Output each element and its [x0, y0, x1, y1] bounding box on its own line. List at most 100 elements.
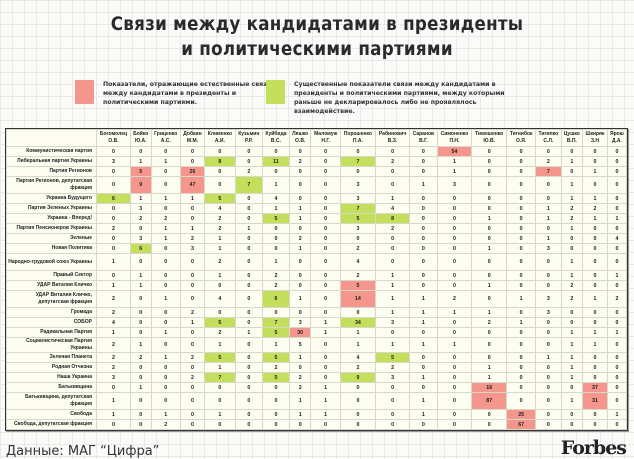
- column-surname: Порошенко: [343, 131, 373, 137]
- value-cell: 7: [234, 176, 263, 194]
- value-cell: 0: [179, 146, 206, 157]
- table-row: Зеленая Планета 2 2 1 2 5 0 5 1 0 4 5 0 0 0 0 1 1 0 0: [6, 352, 628, 363]
- value-cell: 0: [261, 409, 290, 420]
- column-initials: А.С.: [160, 138, 171, 144]
- value-cell: 3: [374, 372, 411, 383]
- value-cell: 0: [535, 193, 562, 204]
- value-cell: 3: [179, 243, 206, 254]
- value-cell: 0: [582, 253, 608, 271]
- table-row: Родная Отчизна 2 0 0 0 1 0 2 0 0 2 2 0 0 1 0 0 1 0 0: [6, 362, 628, 373]
- value-cell: 2: [471, 317, 508, 328]
- value-cell: 1: [560, 270, 584, 281]
- value-cell: 1: [288, 213, 312, 224]
- value-cell: 14: [339, 290, 376, 308]
- value-cell: 0: [471, 352, 508, 363]
- value-cell: 0: [150, 317, 181, 328]
- value-cell: 0: [339, 419, 376, 430]
- party-label: Зеленые: [6, 233, 97, 244]
- value-cell: 1: [535, 203, 562, 214]
- value-cell: 0: [234, 372, 263, 383]
- value-cell: 0: [506, 362, 537, 373]
- value-cell: 0: [150, 382, 181, 393]
- value-cell: 1: [96, 392, 131, 410]
- value-cell: 1: [339, 327, 376, 338]
- column-surname: Шкиряк: [585, 131, 605, 137]
- corner-cell: [6, 129, 97, 147]
- value-cell: 0: [606, 317, 628, 328]
- column-surname: Бойко: [133, 131, 149, 137]
- value-cell: 0: [506, 392, 537, 410]
- value-cell: 1: [150, 156, 181, 167]
- value-cell: 0: [261, 146, 290, 157]
- value-cell: 3: [374, 317, 411, 328]
- value-cell: 5: [204, 352, 236, 363]
- value-cell: 1: [129, 193, 152, 204]
- column-header: Гриценко А.С.: [150, 129, 181, 147]
- column-header: Шкиряк З.Н: [582, 129, 608, 147]
- party-label: Партия Зеленых Украины: [6, 203, 97, 214]
- value-cell: 0: [310, 176, 341, 194]
- value-cell: 2: [204, 213, 236, 224]
- value-cell: 0: [409, 327, 438, 338]
- value-cell: 0: [409, 419, 438, 430]
- table-row: Свобода 1 0 1 0 1 0 0 1 1 0 0 1 0 0 25 0 0 0 1: [6, 409, 628, 420]
- value-cell: 0: [606, 193, 628, 204]
- value-cell: 1: [374, 193, 411, 204]
- value-cell: 0: [96, 176, 131, 194]
- value-cell: 0: [436, 213, 473, 224]
- column-header: Симоненко П.Н.: [436, 129, 473, 147]
- column-initials: Д.А.: [611, 138, 622, 144]
- value-cell: 0: [179, 337, 206, 353]
- value-cell: 5: [261, 352, 290, 363]
- value-cell: 1: [288, 352, 312, 363]
- value-cell: 1: [582, 166, 608, 177]
- value-cell: 0: [310, 372, 341, 383]
- value-cell: 1: [560, 337, 584, 353]
- value-cell: 1: [179, 317, 206, 328]
- value-cell: 0: [506, 243, 537, 254]
- value-cell: 0: [535, 409, 562, 420]
- value-cell: 3: [535, 307, 562, 318]
- value-cell: 2: [436, 290, 473, 308]
- value-cell: 1: [471, 307, 508, 318]
- value-cell: 11: [261, 156, 290, 167]
- value-cell: 0: [506, 213, 537, 224]
- value-cell: 2: [204, 327, 236, 338]
- value-cell: 5: [288, 337, 312, 353]
- value-cell: 0: [535, 223, 562, 234]
- value-cell: 1: [129, 270, 152, 281]
- value-cell: 0: [374, 382, 411, 393]
- value-cell: 1: [310, 409, 341, 420]
- value-cell: 3: [129, 233, 152, 244]
- table-row: УДАР Виталия Кличко, депутатская фракция…: [6, 290, 628, 308]
- value-cell: 0: [204, 307, 236, 318]
- value-cell: 0: [234, 280, 263, 291]
- value-cell: 1: [150, 223, 181, 234]
- value-cell: 2: [96, 352, 131, 363]
- value-cell: 0: [204, 176, 236, 194]
- value-cell: 0: [409, 156, 438, 167]
- value-cell: 0: [129, 317, 152, 328]
- value-cell: 0: [234, 156, 263, 167]
- party-label: Наша Украина: [6, 372, 97, 383]
- party-label: Зеленая Планета: [6, 352, 97, 363]
- value-cell: 0: [506, 270, 537, 281]
- value-cell: 1: [560, 193, 584, 204]
- value-cell: 4: [204, 290, 236, 308]
- value-cell: 7: [339, 156, 376, 167]
- value-cell: 2: [288, 156, 312, 167]
- value-cell: 0: [150, 392, 181, 410]
- column-initials: Р.Р.: [244, 138, 253, 144]
- value-cell: 0: [409, 352, 438, 363]
- value-cell: 0: [582, 223, 608, 234]
- value-cell: 1: [179, 193, 206, 204]
- value-cell: 0: [204, 392, 236, 410]
- party-label: Радикальная Партия: [6, 327, 97, 338]
- column-initials: О.В.: [295, 138, 306, 144]
- party-label: Новая Политика: [6, 243, 97, 254]
- value-cell: 0: [506, 176, 537, 194]
- column-initials: М.М.: [186, 138, 199, 144]
- value-cell: 0: [409, 203, 438, 214]
- value-cell: 2: [374, 362, 411, 373]
- value-cell: 1: [374, 290, 411, 308]
